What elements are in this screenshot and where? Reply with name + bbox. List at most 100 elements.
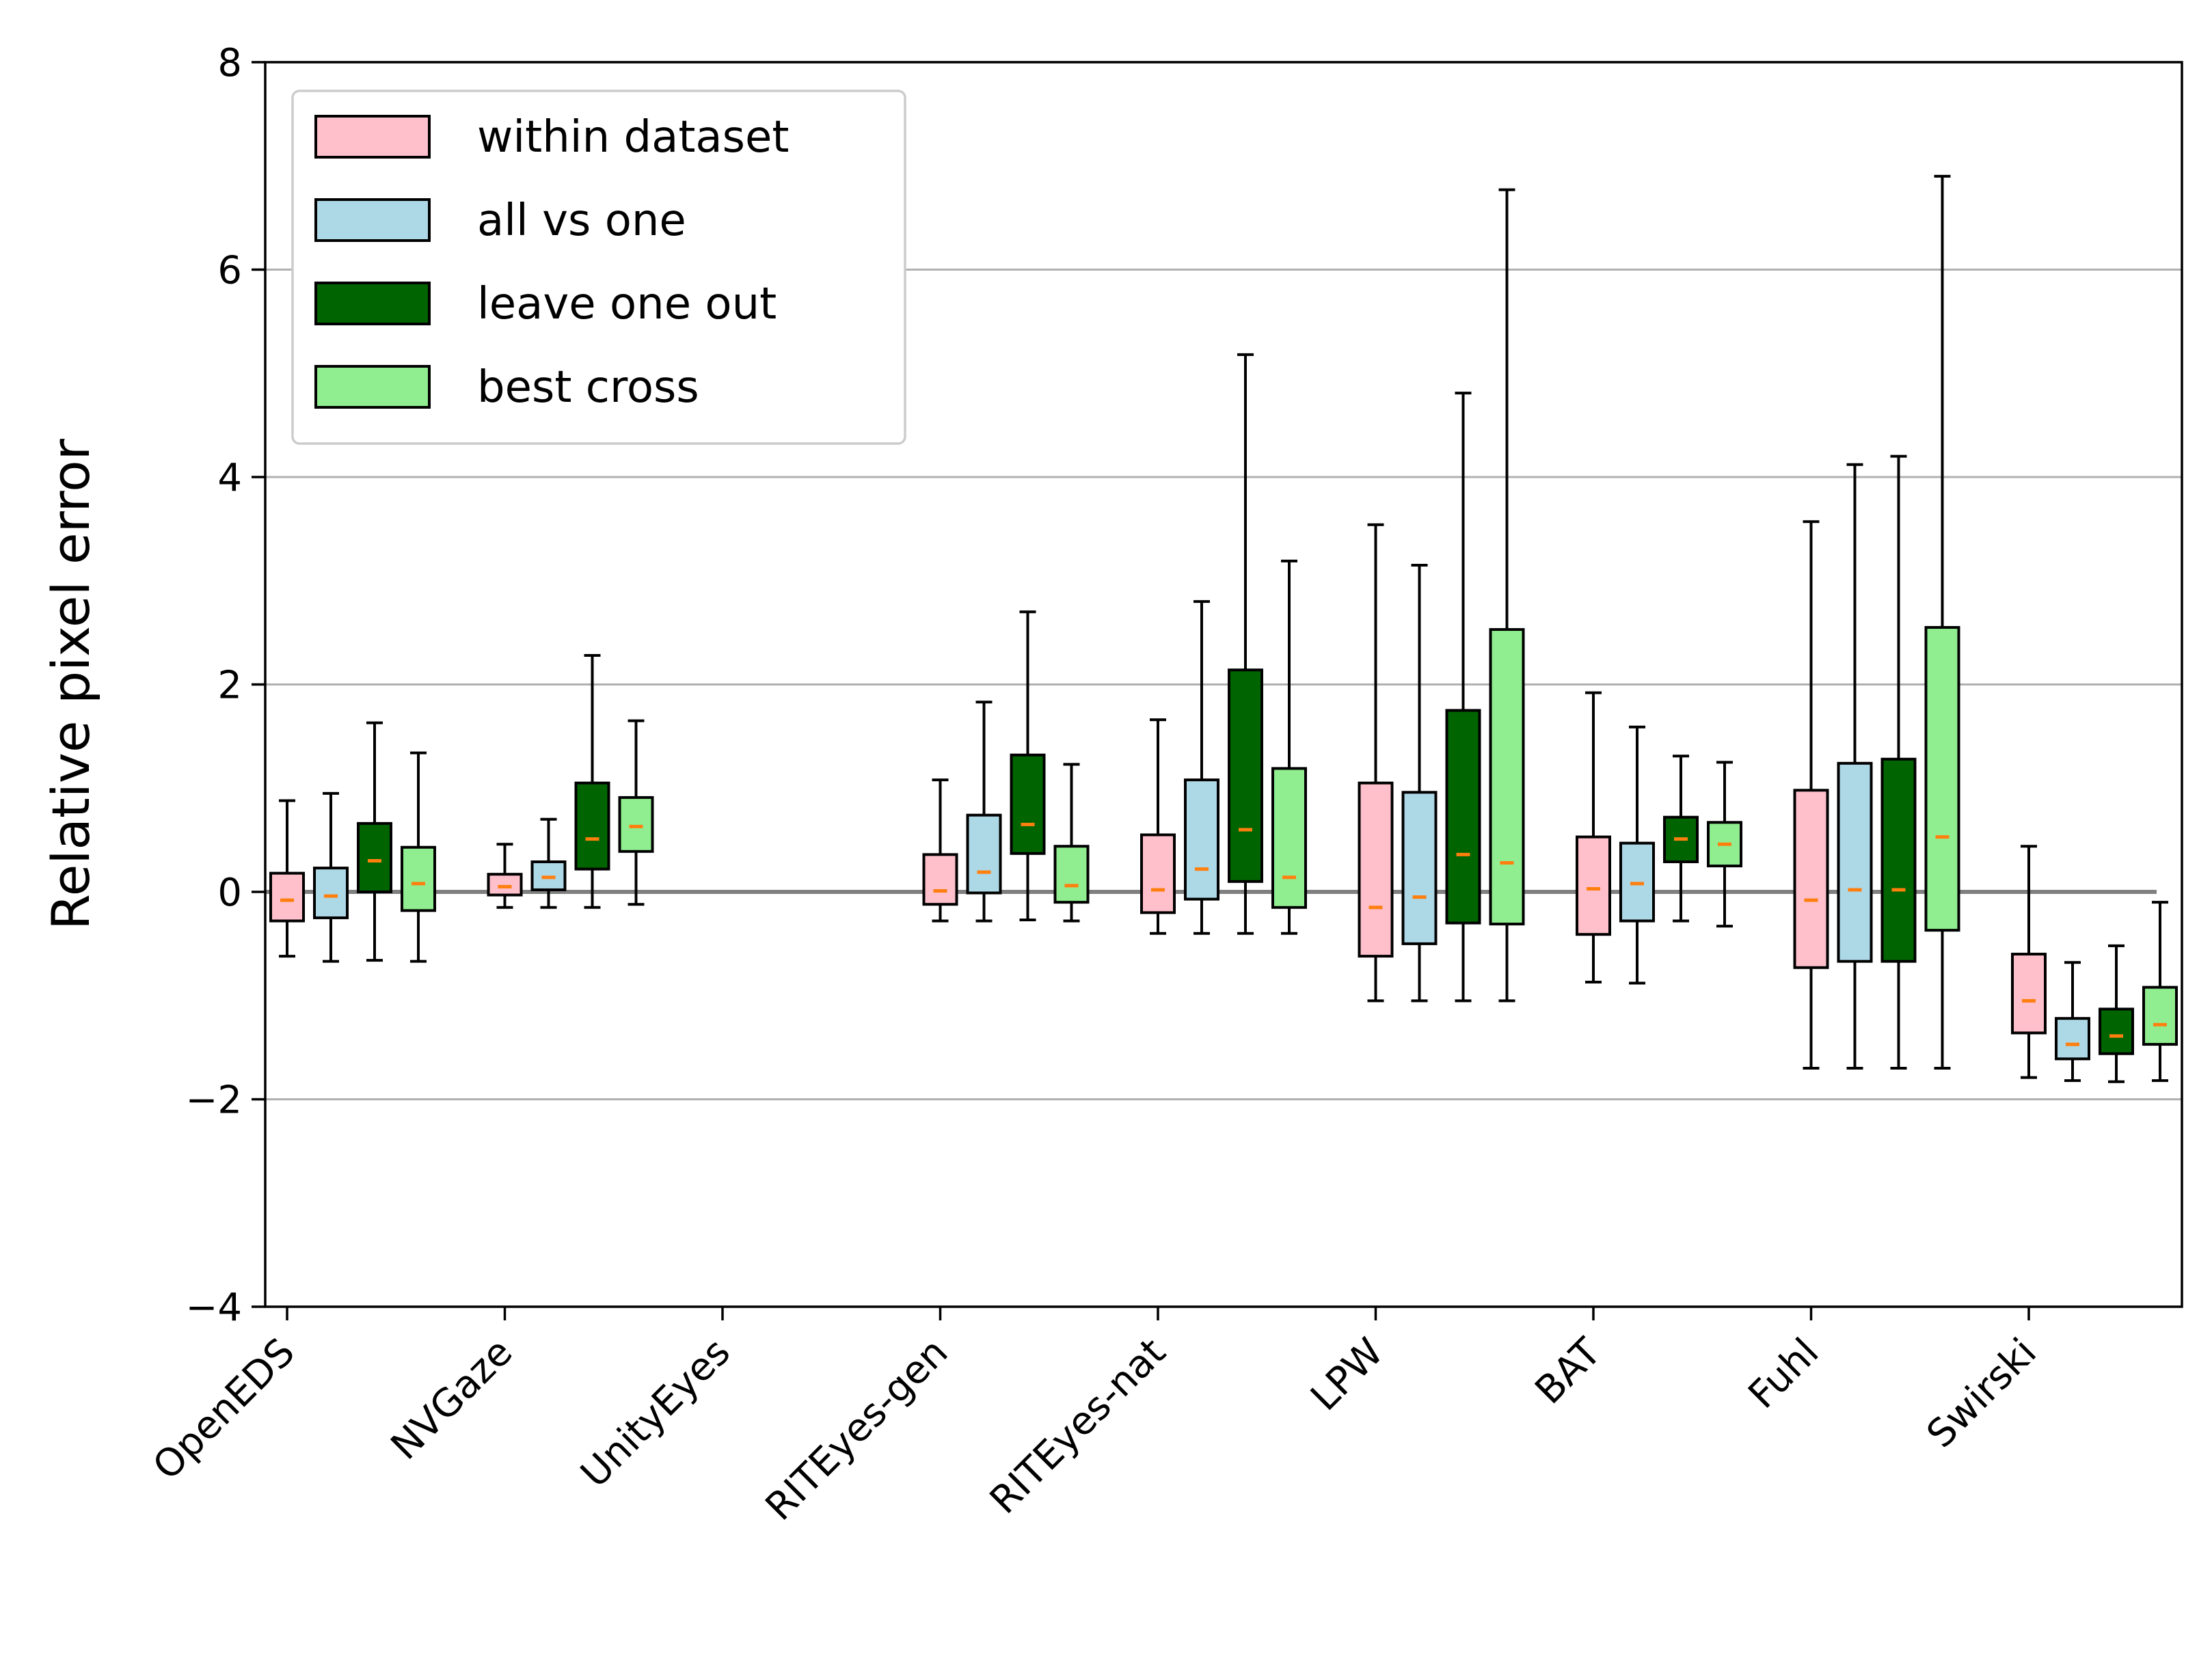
- box-Fuhl: [1837, 463, 1873, 1070]
- box-BAT: [1707, 761, 1742, 928]
- y-tick-label: 2: [217, 664, 242, 708]
- y-tick-label: 4: [217, 456, 242, 500]
- legend-frame: [291, 90, 906, 445]
- box-iqr: [574, 781, 610, 871]
- box-iqr: [618, 796, 654, 853]
- legend-swatch: [314, 282, 431, 325]
- box-RITEyes-gen: [966, 701, 1002, 923]
- legend-swatch: [314, 198, 431, 242]
- box-LPW: [1489, 188, 1525, 1003]
- box-RITEyes-nat: [1228, 353, 1263, 935]
- box-RITEyes-nat: [1140, 718, 1176, 935]
- legend-entry: all vs one: [314, 195, 686, 246]
- box-iqr: [1880, 757, 1917, 963]
- x-tick-label: UnityEyes: [572, 1330, 738, 1496]
- box-iqr: [1489, 628, 1525, 926]
- box-iqr: [966, 813, 1002, 895]
- x-tick-label: RITEyes-nat: [982, 1330, 1174, 1523]
- y-tick-label: 6: [217, 249, 242, 293]
- x-tick-label: LPW: [1302, 1330, 1392, 1419]
- box-NVGaze: [574, 654, 610, 909]
- y-tick-label: 0: [217, 871, 242, 915]
- box-RITEyes-gen: [1010, 610, 1046, 921]
- box-iqr: [1053, 845, 1090, 904]
- box-series: [269, 174, 2178, 1083]
- box-iqr: [1271, 767, 1307, 909]
- legend-entry: leave one out: [314, 279, 777, 329]
- legend-label: within dataset: [477, 112, 789, 163]
- box-iqr: [2055, 1017, 2090, 1061]
- box-BAT: [1663, 755, 1699, 923]
- box-LPW: [1401, 563, 1438, 1003]
- box-BAT: [1619, 725, 1655, 985]
- box-OpenEDS: [313, 791, 349, 963]
- box-iqr: [1707, 821, 1742, 868]
- box-Swirski: [2099, 944, 2134, 1083]
- series-best-cross: [401, 174, 2178, 1083]
- box-iqr: [1401, 791, 1438, 945]
- box-BAT: [1576, 691, 1611, 984]
- box-iqr: [1924, 626, 1960, 932]
- x-tick-label: RITEyes-gen: [757, 1330, 957, 1530]
- box-Swirski: [2142, 901, 2178, 1083]
- box-iqr: [1140, 833, 1176, 914]
- box-Fuhl: [1924, 174, 1960, 1070]
- series-within-dataset: [269, 520, 2047, 1079]
- x-axis: OpenEDS NVGaze UnityEyes RITEyes-gen RITEyes…: [145, 1307, 2045, 1530]
- x-tick-label: BAT: [1527, 1329, 1610, 1413]
- box-RITEyes-gen: [922, 778, 958, 923]
- y-tick-label: −2: [185, 1078, 242, 1123]
- legend-label: best cross: [477, 362, 699, 413]
- box-iqr: [922, 853, 958, 906]
- legend-swatch: [314, 115, 431, 159]
- box-iqr: [1793, 789, 1829, 969]
- box-LPW: [1358, 523, 1394, 1003]
- box-iqr: [2011, 953, 2047, 1035]
- box-iqr: [357, 821, 392, 893]
- box-iqr: [1576, 835, 1611, 936]
- legend-entry: within dataset: [314, 112, 789, 163]
- y-axis: −4 −2 0 2 4 6 8: [185, 41, 265, 1330]
- box-iqr: [1445, 709, 1481, 925]
- legend-swatch: [314, 365, 431, 409]
- box-NVGaze: [530, 817, 567, 909]
- box-iqr: [2142, 986, 2178, 1046]
- box-iqr: [1184, 778, 1219, 901]
- box-NVGaze: [487, 843, 523, 909]
- series-leave-one-out: [357, 353, 2134, 1083]
- x-tick-label: Swirski: [1919, 1330, 2045, 1456]
- box-OpenEDS: [357, 721, 392, 962]
- legend-entry: best cross: [314, 362, 699, 413]
- box-iqr: [2099, 1007, 2134, 1055]
- y-axis-title: Relative pixel error: [40, 438, 101, 929]
- box-iqr: [1358, 781, 1394, 958]
- box-OpenEDS: [401, 751, 436, 963]
- legend-label: leave one out: [477, 279, 777, 329]
- box-RITEyes-gen: [1053, 763, 1090, 923]
- box-OpenEDS: [269, 799, 305, 958]
- box-iqr: [1837, 761, 1873, 963]
- legend-label: all vs one: [477, 195, 686, 246]
- y-tick-label: 8: [217, 41, 242, 85]
- box-Swirski: [2055, 961, 2090, 1083]
- x-tick-label: Fuhl: [1740, 1330, 1828, 1417]
- box-iqr: [313, 867, 349, 919]
- y-tick-label: −4: [185, 1286, 242, 1330]
- box-NVGaze: [618, 719, 654, 906]
- box-RITEyes-nat: [1271, 559, 1307, 935]
- series-all-vs-one: [313, 463, 2090, 1083]
- x-tick-label: NVGaze: [383, 1330, 522, 1469]
- box-iqr: [487, 873, 523, 897]
- box-Swirski: [2011, 845, 2047, 1079]
- x-tick-label: OpenEDS: [145, 1330, 304, 1489]
- box-Fuhl: [1880, 454, 1917, 1070]
- box-RITEyes-nat: [1184, 600, 1219, 935]
- box-iqr: [401, 845, 436, 912]
- box-LPW: [1445, 392, 1481, 1003]
- box-Fuhl: [1793, 520, 1829, 1070]
- box-iqr: [1228, 668, 1263, 883]
- legend: within dataset all vs one leave one out bes…: [291, 90, 906, 445]
- box-iqr: [1010, 753, 1046, 855]
- box-iqr: [269, 871, 305, 923]
